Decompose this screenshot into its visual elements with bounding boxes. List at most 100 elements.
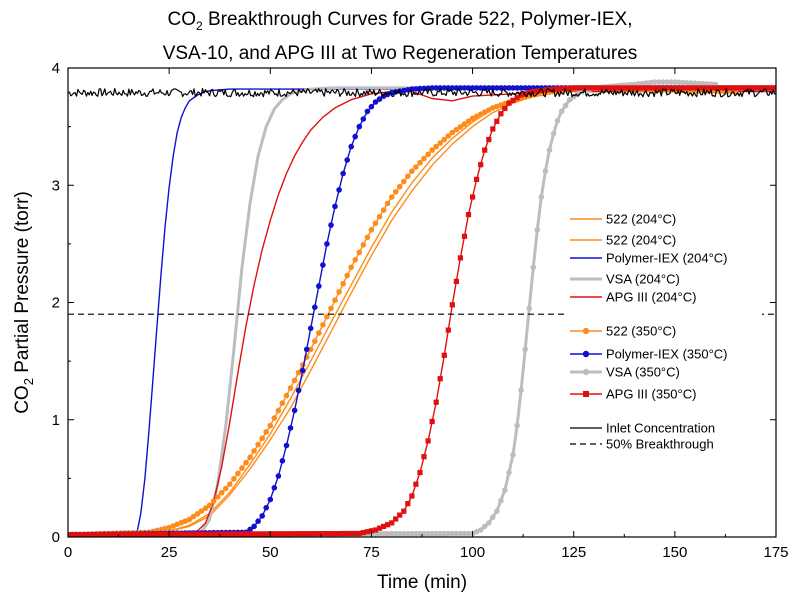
data-point	[300, 531, 306, 537]
data-point	[291, 377, 298, 384]
data-point	[364, 234, 371, 241]
data-point	[275, 407, 282, 414]
data-point	[441, 352, 447, 358]
data-point	[490, 126, 496, 132]
data-point	[401, 508, 407, 514]
data-point	[340, 170, 346, 177]
data-point	[676, 79, 682, 86]
data-point	[433, 530, 440, 537]
data-point	[368, 227, 375, 233]
series-line-apg-iii-204-c	[68, 90, 776, 536]
data-point	[449, 85, 456, 91]
data-point	[251, 531, 257, 537]
data-point	[263, 504, 270, 511]
chart-title: CO2 Breakthrough Curves for Grade 522, P…	[0, 6, 800, 68]
data-point	[312, 338, 318, 345]
data-point	[425, 151, 431, 158]
data-point	[514, 85, 520, 91]
data-point	[384, 200, 391, 207]
data-point	[599, 85, 605, 91]
data-point	[85, 532, 91, 537]
data-point	[214, 494, 221, 500]
data-point	[474, 176, 480, 182]
data-point	[538, 194, 545, 200]
y-tick-label: 0	[52, 529, 60, 546]
data-point	[130, 531, 136, 537]
data-point	[186, 531, 192, 537]
data-point	[477, 527, 484, 533]
data-point	[295, 387, 302, 394]
data-point	[109, 531, 116, 537]
data-point	[465, 118, 472, 124]
data-point	[749, 85, 755, 91]
data-point	[283, 392, 290, 399]
data-point	[421, 155, 427, 162]
data-point	[688, 85, 694, 91]
data-point	[680, 85, 686, 91]
data-point	[437, 140, 444, 146]
data-point	[441, 85, 448, 91]
data-point	[684, 80, 690, 86]
data-point	[142, 531, 148, 537]
legend-item: Polymer-IEX (204°C)	[570, 251, 728, 266]
data-point	[461, 85, 468, 91]
data-point	[307, 346, 314, 353]
data-point	[648, 85, 654, 91]
data-point	[275, 473, 282, 479]
data-point	[380, 207, 387, 213]
data-point	[101, 531, 107, 537]
data-point	[372, 220, 379, 226]
title-line-1: CO2 Breakthrough Curves for Grade 522, P…	[167, 9, 633, 33]
legend-label: Polymer-IEX (350°C)	[606, 347, 728, 362]
data-point	[279, 458, 286, 464]
data-point	[453, 530, 460, 537]
data-point	[720, 85, 726, 91]
data-point	[518, 85, 524, 91]
data-point	[518, 387, 524, 394]
data-point	[526, 305, 532, 312]
data-point	[316, 330, 322, 336]
legend-label: VSA (204°C)	[606, 272, 680, 287]
data-point	[712, 85, 718, 91]
data-point	[364, 108, 371, 115]
data-point	[413, 164, 419, 170]
data-point	[741, 85, 747, 91]
x-tick-label: 150	[662, 544, 687, 561]
data-point	[441, 530, 448, 537]
data-point	[348, 264, 355, 271]
data-point	[81, 532, 87, 537]
data-point	[518, 92, 524, 98]
data-point	[158, 531, 164, 537]
data-point	[724, 85, 731, 91]
data-point	[401, 530, 407, 537]
data-point	[405, 173, 411, 180]
data-point	[522, 85, 528, 91]
data-point	[291, 407, 298, 414]
data-point	[251, 523, 257, 530]
data-point	[235, 470, 241, 477]
data-point	[388, 194, 395, 200]
data-point	[198, 531, 205, 537]
legend-label: Polymer-IEX (204°C)	[606, 251, 728, 266]
data-point	[336, 187, 342, 193]
data-point	[194, 511, 201, 517]
data-point	[263, 429, 270, 435]
data-point	[514, 95, 520, 101]
data-point	[320, 531, 326, 537]
data-point	[380, 530, 387, 537]
data-point	[522, 91, 528, 97]
data-point	[259, 513, 266, 519]
legend: 522 (204°C) 522 (204°C) Polymer-IEX (204°C…	[566, 207, 762, 455]
data-point	[595, 85, 601, 91]
data-point	[364, 529, 370, 535]
data-point	[178, 531, 184, 537]
data-point	[510, 452, 516, 458]
legend-marker	[582, 327, 590, 335]
data-point	[219, 531, 225, 537]
data-point	[429, 530, 435, 537]
data-point	[203, 531, 209, 537]
data-point	[231, 531, 237, 537]
legend-marker	[583, 391, 589, 397]
data-point	[118, 531, 124, 537]
